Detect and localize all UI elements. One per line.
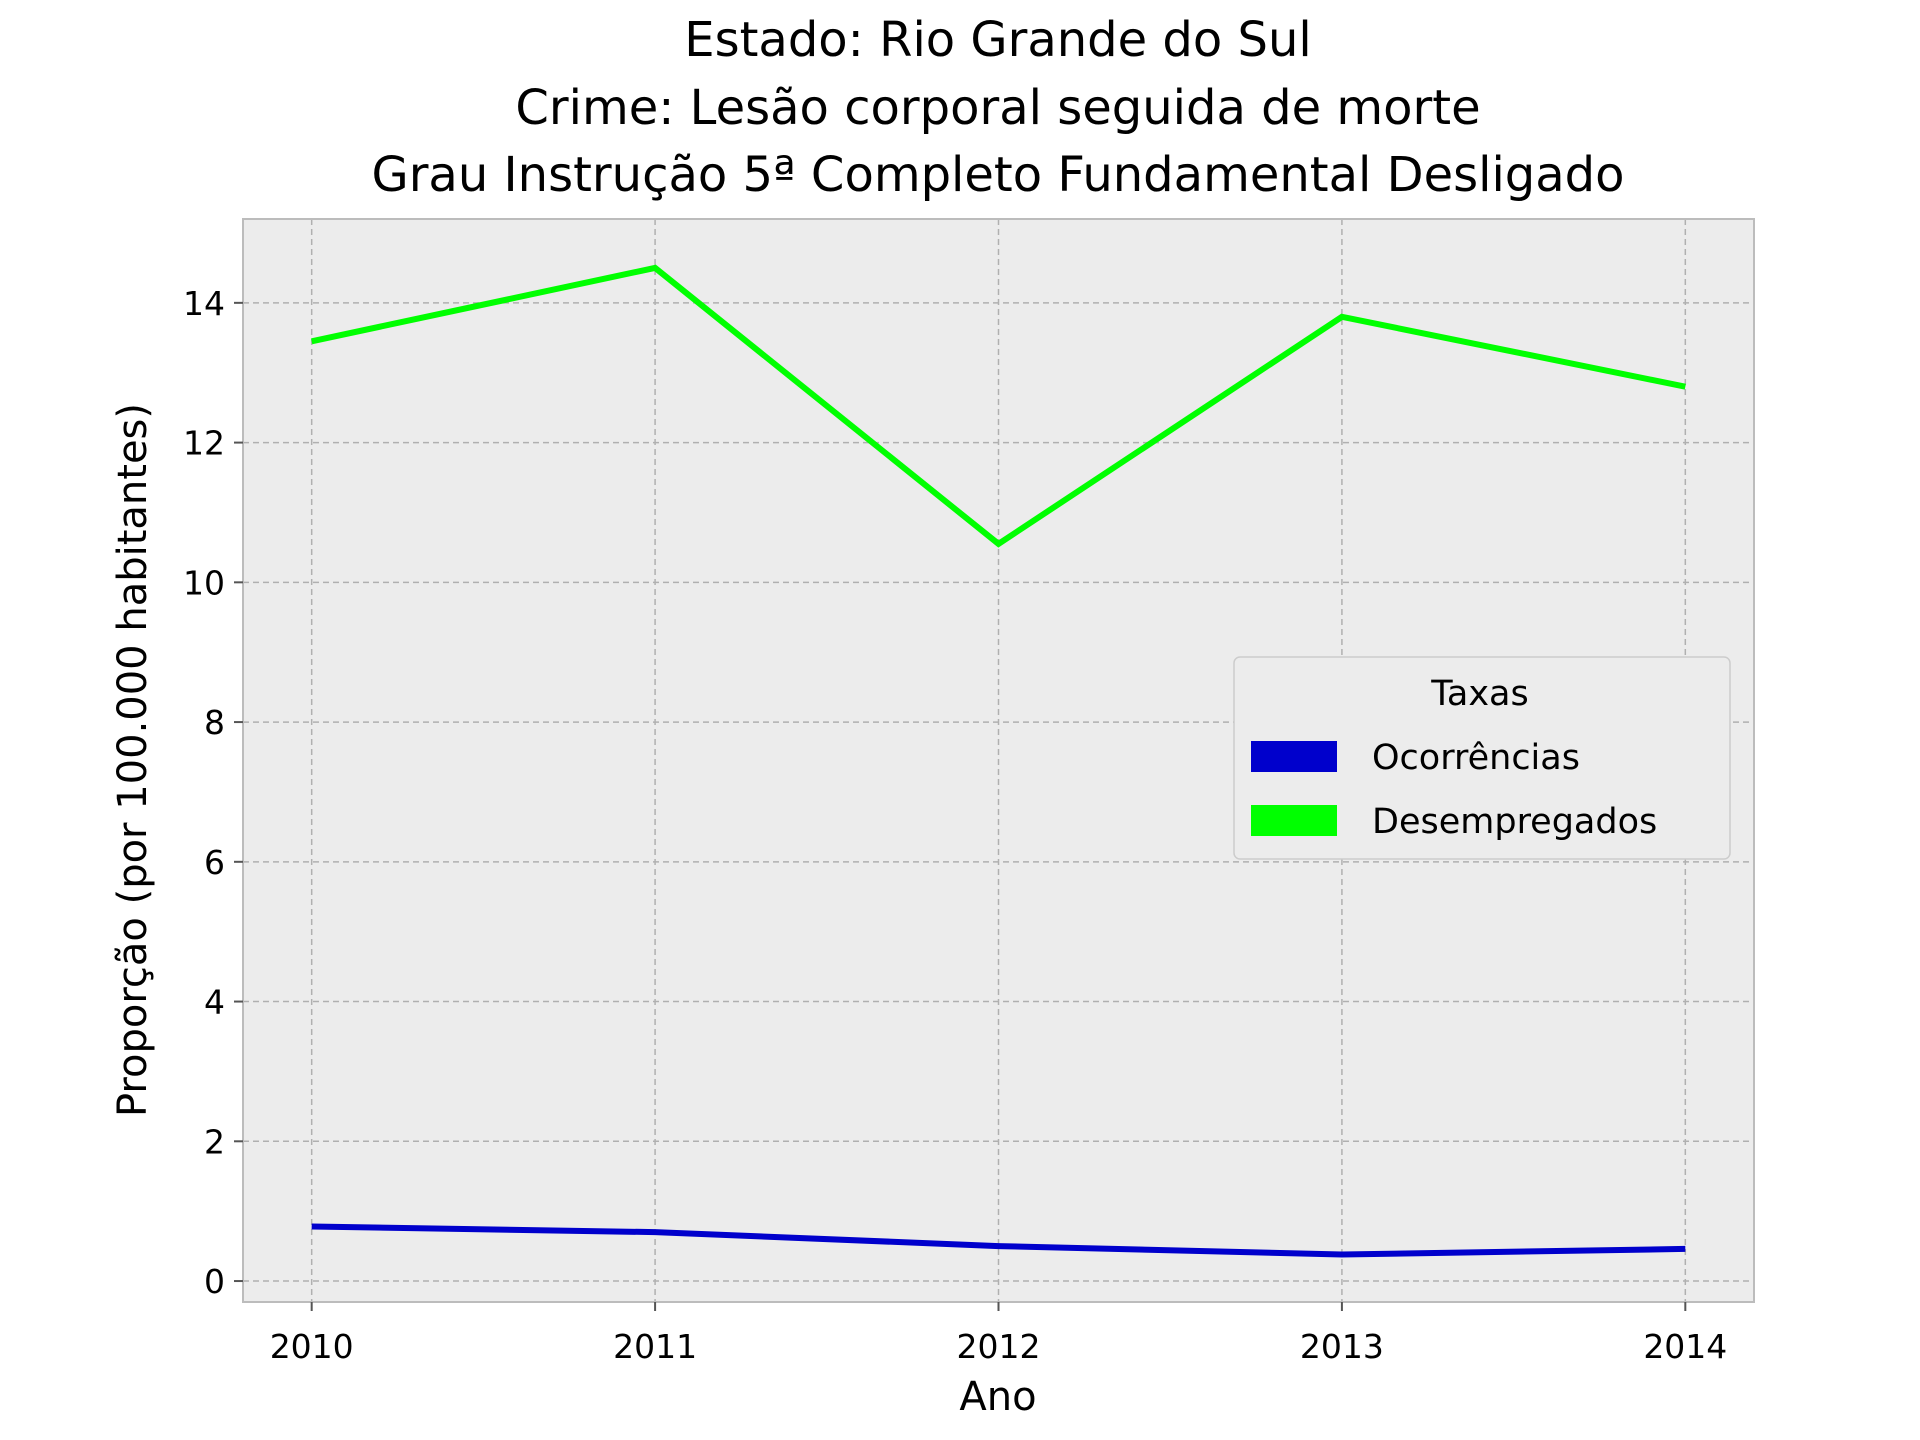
y-tick-label: 4: [204, 983, 225, 1022]
y-axis: 0 2 4 6 8 10 12 14: [183, 284, 243, 1301]
title-line-1: Estado: Rio Grande do Sul: [684, 12, 1312, 68]
series-line-0: [311, 1223, 1686, 1258]
y-tick-label: 6: [204, 843, 225, 882]
y-tick-label: 12: [183, 424, 225, 463]
x-axis-label: Ano: [959, 1374, 1036, 1420]
y-axis-label: Proporção (por 100.000 habitantes): [110, 403, 156, 1117]
legend-label-ocorrencias: Ocorrências: [1372, 738, 1580, 778]
y-tick-label: 0: [204, 1262, 225, 1301]
x-tick-label: 2014: [1643, 1327, 1727, 1366]
y-tick-label: 2: [204, 1122, 225, 1161]
x-tick-label: 2010: [270, 1327, 354, 1366]
legend-box: [1233, 656, 1731, 860]
legend-title: Taxas: [1430, 674, 1528, 714]
x-axis: 2010 2011 2012 2013 2014: [270, 1302, 1727, 1366]
x-tick-label: 2013: [1300, 1327, 1384, 1366]
series-layer: [311, 264, 1686, 1258]
y-tick-label: 8: [204, 703, 225, 742]
chart-title: Estado: Rio Grande do Sul Crime: Lesão c…: [372, 12, 1625, 203]
legend-label-desempregados: Desempregados: [1372, 802, 1657, 842]
legend-swatch-desempregados: [1251, 805, 1337, 836]
y-tick-label: 10: [183, 563, 225, 602]
y-tick-label: 14: [183, 284, 225, 323]
title-line-2: Crime: Lesão corporal seguida de morte: [515, 80, 1480, 136]
title-line-3: Grau Instrução 5ª Completo Fundamental D…: [372, 147, 1625, 203]
x-tick-label: 2011: [613, 1327, 697, 1366]
series-line-1: [311, 264, 1686, 548]
legend: Taxas Ocorrências Desempregados: [1233, 656, 1731, 860]
x-tick-label: 2012: [957, 1327, 1041, 1366]
legend-swatch-ocorrencias: [1251, 741, 1337, 772]
